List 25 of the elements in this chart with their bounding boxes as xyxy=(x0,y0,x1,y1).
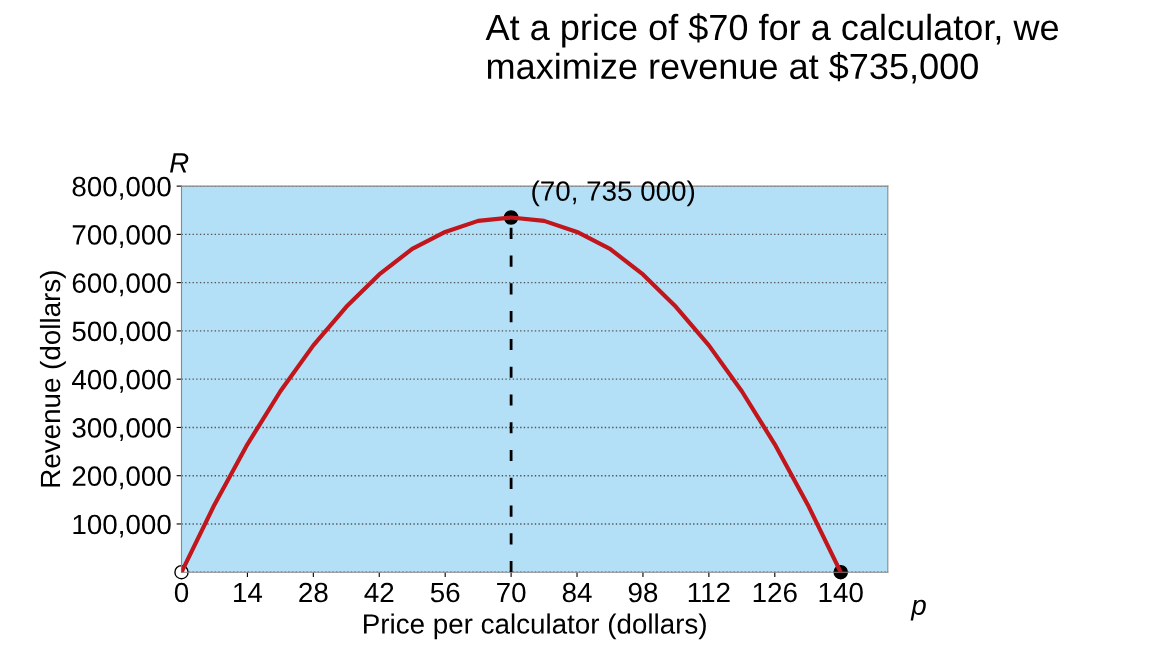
y-tick-label: 100,000 xyxy=(73,514,171,538)
y-tick-label: 700,000 xyxy=(72,225,171,248)
y-tick-label: 400,000 xyxy=(72,369,171,393)
x-tick-label: 0 xyxy=(174,582,189,603)
x-tick-label: 56 xyxy=(430,582,460,603)
x-tick-label: 14 xyxy=(234,582,263,603)
text: p xyxy=(910,599,926,621)
text: R xyxy=(170,153,189,173)
annotation: (70, 735 000) xyxy=(532,180,695,207)
y-tick-label: 500,000 xyxy=(72,321,171,345)
x-tick-label: 98 xyxy=(628,582,658,603)
x-tick-label: 84 xyxy=(562,582,592,603)
x-tick-label: 42 xyxy=(364,582,394,603)
y-tick-label: 800,000 xyxy=(72,176,171,200)
y-tick-label: 300,000 xyxy=(72,418,171,442)
x-tick-label: 28 xyxy=(299,582,328,603)
text: At a price of $70 for a calculator, we maximize revenue at $735,000 xyxy=(485,13,1058,84)
x-axis-title: Price per calculator (dollars) xyxy=(364,613,706,640)
y-tick-label: 200,000 xyxy=(72,466,171,490)
x-tick-label: 112 xyxy=(688,582,730,603)
x-tick-label: 126 xyxy=(753,582,797,603)
y-tick-label: 600,000 xyxy=(72,273,171,297)
y-axis-title: Revenue (dollars) xyxy=(39,271,66,487)
x-tick-label: 70 xyxy=(497,582,526,603)
x-tick-label: 140 xyxy=(819,582,863,603)
